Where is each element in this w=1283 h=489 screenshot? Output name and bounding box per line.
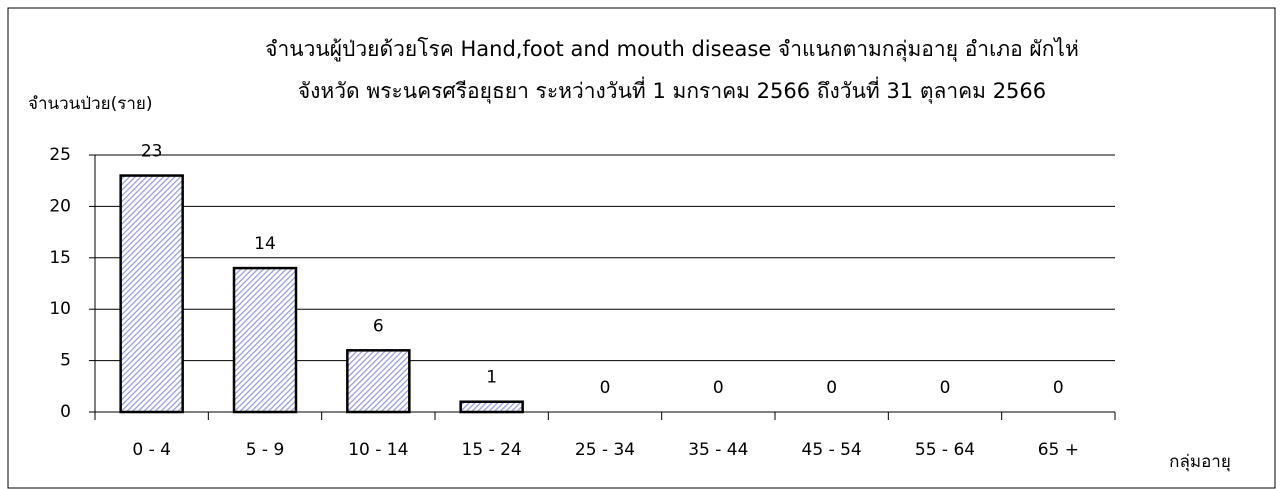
x-tick-label: 65 + [1038, 440, 1079, 460]
value-label: 0 [600, 378, 611, 398]
value-label: 6 [373, 316, 384, 336]
x-tick-label: 55 - 64 [915, 440, 975, 460]
y-tick-label: 15 [49, 248, 71, 268]
x-tick-label: 45 - 54 [802, 440, 862, 460]
bar [232, 266, 298, 414]
value-label: 14 [254, 234, 276, 254]
y-tick-label: 20 [49, 196, 71, 216]
bar [346, 349, 411, 414]
bar [459, 400, 524, 414]
value-label: 1 [486, 368, 497, 388]
chart-title: จำนวนผู้ป่วยด้วยโรค Hand,foot and mouth … [265, 37, 1079, 62]
value-label: 0 [1053, 378, 1064, 398]
value-label: 0 [713, 378, 724, 398]
value-label: 23 [141, 142, 163, 162]
x-tick-label: 0 - 4 [132, 440, 171, 460]
y-tick-label: 5 [60, 351, 71, 371]
chart-frame [7, 7, 1276, 489]
x-tick-label: 15 - 24 [462, 440, 522, 460]
chart-subtitle: จังหวัด พระนครศรีอยุธยา ระหว่างวันที่ 1 … [298, 76, 1046, 104]
bar [119, 174, 184, 414]
y-axis-label: จำนวนป่วย(ราย) [28, 94, 153, 114]
value-label: 0 [826, 378, 837, 398]
y-tick-label: 0 [60, 402, 71, 422]
y-tick-label: 25 [49, 145, 71, 165]
x-axis-label: กลุ่มอายุ [1169, 452, 1231, 472]
y-tick-label: 10 [49, 299, 71, 319]
x-tick-label: 5 - 9 [246, 440, 285, 460]
x-tick-label: 25 - 34 [575, 440, 635, 460]
value-label: 0 [940, 378, 951, 398]
x-tick-label: 10 - 14 [348, 440, 408, 460]
x-tick-label: 35 - 44 [688, 440, 748, 460]
